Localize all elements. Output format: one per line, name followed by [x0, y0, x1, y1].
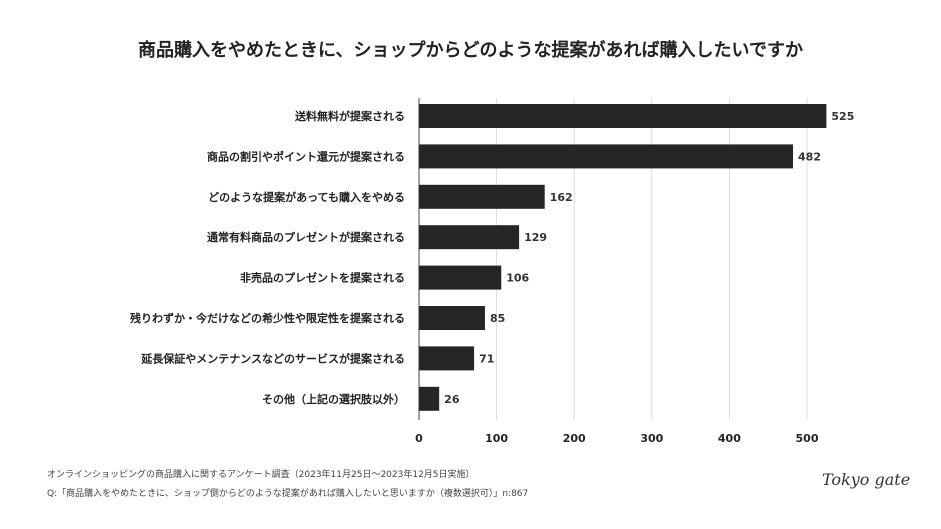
category-label: 通常有料商品のプレゼントが提案される — [207, 230, 405, 244]
bar — [419, 386, 440, 411]
bar — [419, 265, 502, 290]
x-tick-label: 400 — [718, 432, 741, 445]
category-label: 残りわずか・今だけなどの希少性や限定性を提案される — [130, 311, 405, 325]
x-tick-label: 200 — [563, 432, 586, 445]
chart-title: 商品購入をやめたときに、ショップからどのような提案があれば購入したいですか — [138, 40, 803, 61]
x-tick-label: 100 — [485, 432, 508, 445]
bar — [419, 346, 475, 371]
category-label: 延長保証やメンテナンスなどのサービスが提案される — [140, 351, 405, 365]
data-label: 85 — [490, 312, 505, 325]
category-label: どのような提案があっても購入をやめる — [208, 190, 405, 204]
x-tick-label: 300 — [640, 432, 663, 445]
question-note: Q:「商品購入をやめたときに、ショップ側からどのような提案があれば購入したいと思… — [47, 489, 529, 499]
data-label: 525 — [831, 110, 854, 123]
bar — [419, 104, 827, 128]
data-label: 26 — [444, 393, 460, 406]
data-label: 482 — [798, 150, 821, 163]
bar — [419, 306, 485, 330]
logo: Tokyo gate — [822, 470, 911, 489]
category-label: 送料無料が提案される — [294, 109, 405, 123]
data-label: 129 — [524, 231, 547, 244]
data-label: 106 — [506, 272, 529, 285]
data-label: 162 — [550, 191, 573, 204]
x-tick-label: 0 — [415, 432, 423, 445]
bar — [419, 184, 545, 209]
category-label: その他（上記の選択肢以外） — [262, 392, 405, 406]
category-label: 商品の割引やポイント還元が提案される — [207, 149, 405, 163]
bar — [419, 144, 794, 169]
bar — [419, 225, 520, 250]
x-tick-label: 500 — [796, 432, 819, 445]
data-label: 71 — [479, 352, 494, 365]
survey-note: オンラインショッピングの商品購入に関するアンケート調査（2023年11月25日〜… — [47, 470, 475, 480]
category-label: 非売品のプレゼントを提案される — [240, 271, 405, 285]
